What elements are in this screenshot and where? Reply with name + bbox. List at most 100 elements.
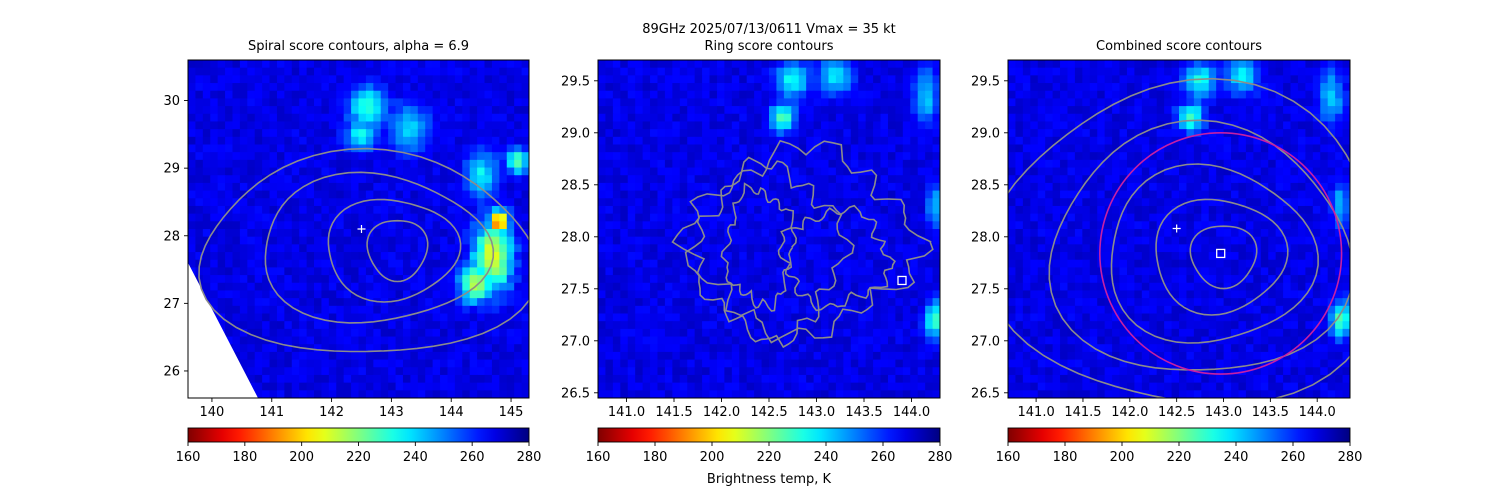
field-cell — [1193, 67, 1202, 76]
field-cell — [694, 121, 703, 130]
field-cell — [754, 229, 763, 238]
field-cell — [1253, 83, 1262, 92]
field-cell — [447, 390, 456, 398]
field-cell — [850, 221, 859, 230]
field-cell — [499, 136, 508, 146]
field-cell — [373, 267, 382, 276]
field-cell — [188, 259, 197, 269]
field-cell — [425, 113, 434, 123]
field-cell — [306, 182, 315, 192]
field-cell — [440, 321, 449, 330]
field-cell — [388, 336, 397, 345]
field-cell — [462, 152, 471, 161]
field-cell — [1112, 106, 1121, 115]
field-cell — [351, 159, 360, 169]
field-cell — [469, 282, 478, 292]
field-cell — [783, 305, 792, 315]
field-cell — [388, 367, 397, 376]
field-cell — [402, 159, 411, 169]
field-cell — [365, 221, 374, 230]
field-cell — [620, 136, 629, 146]
field-cell — [1193, 152, 1202, 161]
field-cell — [217, 83, 226, 92]
field-cell — [1179, 83, 1188, 92]
field-cell — [1156, 75, 1165, 84]
field-cell — [835, 144, 844, 153]
field-cell — [402, 298, 411, 307]
field-cell — [828, 221, 837, 230]
field-cell — [865, 252, 874, 261]
field-cell — [791, 367, 800, 376]
field-cell — [225, 275, 234, 284]
field-cell — [664, 367, 673, 376]
field-cell — [365, 205, 374, 215]
field-cell — [1253, 129, 1262, 138]
field-cell — [1223, 121, 1232, 130]
field-cell — [351, 359, 360, 368]
field-cell — [469, 321, 478, 330]
field-cell — [217, 75, 226, 84]
field-cell — [1030, 90, 1039, 100]
field-cell — [865, 344, 874, 353]
x-tick-label: 142 — [319, 405, 344, 420]
field-cell — [880, 144, 889, 153]
field-cell — [410, 121, 419, 130]
field-cell — [1275, 60, 1284, 69]
field-cell — [850, 75, 859, 84]
field-cell — [210, 167, 219, 176]
field-cell — [1283, 113, 1292, 123]
field-cell — [1186, 98, 1195, 107]
field-cell — [1268, 136, 1277, 146]
field-cell — [679, 67, 688, 76]
field-cell — [783, 60, 792, 69]
field-cell — [1223, 90, 1232, 100]
field-cell — [343, 129, 352, 138]
field-cell — [514, 175, 523, 184]
field-cell — [709, 67, 718, 76]
field-cell — [887, 336, 896, 345]
field-cell — [521, 106, 529, 115]
field-cell — [328, 382, 337, 391]
field-cell — [739, 205, 748, 215]
field-cell — [254, 229, 263, 238]
field-cell — [1320, 152, 1329, 161]
field-cell — [910, 98, 919, 107]
field-cell — [491, 305, 500, 315]
field-cell — [1179, 152, 1188, 161]
field-cell — [373, 136, 382, 146]
field-cell — [202, 175, 211, 184]
field-cell — [716, 328, 725, 338]
field-cell — [388, 106, 397, 115]
field-cell — [791, 136, 800, 146]
field-cell — [806, 267, 815, 276]
field-cell — [865, 106, 874, 115]
field-cell — [716, 213, 725, 222]
field-cell — [850, 374, 859, 384]
field-cell — [336, 252, 345, 261]
field-cell — [195, 175, 204, 184]
field-cell — [798, 121, 807, 130]
field-cell — [716, 298, 725, 307]
field-cell — [514, 298, 523, 307]
field-cell — [210, 221, 219, 230]
field-cell — [620, 159, 629, 169]
field-cell — [910, 60, 919, 69]
field-cell — [687, 106, 696, 115]
field-cell — [1082, 175, 1091, 184]
field-cell — [932, 259, 940, 269]
field-cell — [284, 267, 293, 276]
field-cell — [702, 313, 711, 322]
field-cell — [657, 167, 666, 176]
field-cell — [225, 121, 234, 130]
field-cell — [835, 321, 844, 330]
field-cell — [299, 175, 308, 184]
field-cell — [932, 244, 940, 253]
field-cell — [1327, 136, 1336, 146]
field-cell — [657, 144, 666, 153]
field-cell — [1015, 129, 1024, 138]
field-cell — [432, 290, 441, 299]
field-cell — [239, 328, 248, 338]
field-cell — [1320, 167, 1329, 176]
field-cell — [650, 167, 659, 176]
field-cell — [821, 344, 830, 353]
